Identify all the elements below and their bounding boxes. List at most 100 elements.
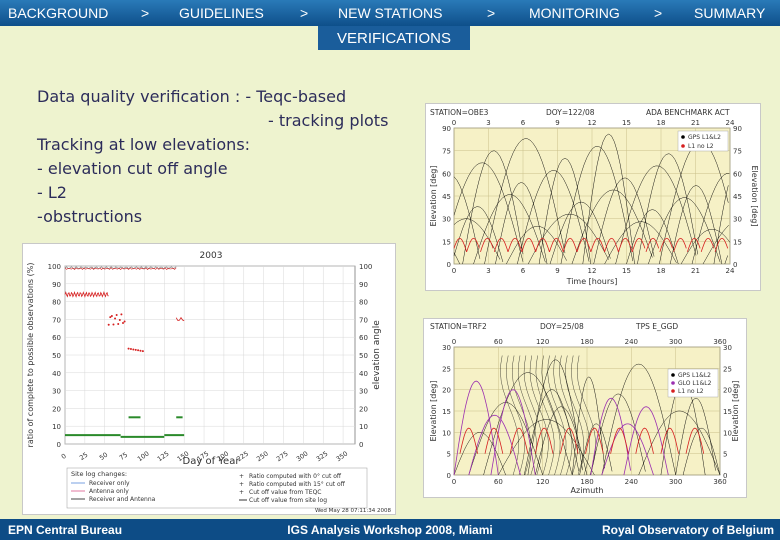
gps-track [675,397,716,476]
l1-track [645,237,660,253]
tick-label: 180 [580,338,593,346]
glo-track [590,397,631,476]
data-point [122,322,124,325]
data-point [115,313,118,316]
tick-label: 50 [52,352,61,360]
nav-monitoring[interactable]: MONITORING [529,5,620,21]
tick-label: 90 [442,125,451,133]
l1-track [453,237,467,253]
data-point [129,348,132,351]
content-line-low-elevations: Tracking at low elevations: [37,135,251,154]
tick-label: 120 [536,338,549,346]
tick-label: 0 [452,338,456,346]
tick-label: 9 [555,267,559,275]
gps-track [571,376,605,476]
gps-track [518,355,537,476]
elevation-azimuth-plot: STATION=TRF2 DOY=25/08 TPS E_GGD 0 60 120 1… [429,322,740,495]
x-tick-labels-bottom: 0 60 120 180 240 300 360 [452,478,727,486]
tick-label: 75 [118,451,129,462]
content-line-cutoff: - elevation cut off angle [37,159,228,178]
gps-track [559,355,578,476]
gps-track [702,224,729,265]
tick-label: 80 [52,299,61,307]
y-axis-label-right: Elevation [deg] [750,165,759,226]
l1-track [507,237,523,253]
tick-label: 20 [359,405,368,413]
plot-header: STATION=TRF2 [430,322,487,331]
tick-label: 24 [726,267,735,275]
tick-label: 45 [442,193,451,201]
nav-new-stations[interactable]: NEW STATIONS [338,5,443,21]
y-tick-labels-right: 0 5 10 15 20 25 30 [723,344,732,480]
gps-track [579,423,613,476]
tick-label: 40 [359,370,368,378]
l1-track [534,427,554,454]
gps-track [453,252,461,265]
gps-track [473,194,546,265]
tick-label: 90 [733,125,742,133]
l1-track [604,237,619,253]
tick-label: 60 [52,334,61,342]
gps-track [453,162,524,262]
tick-label: 3 [486,267,490,275]
l1-track [521,237,536,253]
footer-bar: EPN Central Bureau IGS Analysis Workshop… [0,519,780,540]
tick-label: 24 [726,119,735,127]
tick-label: 70 [359,316,368,324]
tick-label: 360 [713,338,726,346]
data-point [134,348,137,351]
plot-data [64,266,185,438]
l1-track [480,237,494,253]
tick-label: 30 [442,344,451,352]
tick-label: 50 [359,352,368,360]
x-tick-labels: 0 60 120 180 240 300 360 [452,338,727,346]
l1-track [610,427,629,454]
y-tick-labels: 0 10 20 30 40 50 60 70 80 90 100 [48,263,61,449]
tick-label: 350 [335,450,350,464]
plot-header: TPS E_GGD [635,322,678,331]
legend-entry: Antenna only [89,488,129,495]
legend-marker-gps [681,135,685,139]
l1-track [585,427,604,454]
nav-separator: > [141,5,150,21]
series-ratio-0 [64,267,177,271]
nav-background[interactable]: BACKGROUND [8,5,109,21]
gps-track [529,355,549,476]
tick-label: 0 [733,261,737,269]
tick-label: 120 [536,478,549,486]
gps-track [601,363,676,476]
tick-label: 10 [723,429,732,437]
gps-track [604,221,677,265]
l1-track [673,237,687,253]
legend-entry: Cut off value from site log [249,497,327,504]
tick-label: 5 [723,451,727,459]
tick-label: 21 [691,119,700,127]
nav-summary[interactable]: SUMMARY [694,5,766,21]
y-axis-label: ratio of complete to possible observatio… [26,263,35,448]
gps-track [462,150,524,265]
legend-marker-l1 [681,144,685,148]
tick-label: 15 [733,238,742,246]
tick-label: 30 [723,344,732,352]
nav-separator: > [487,5,496,21]
plot-header: STATION=OBE3 [430,108,489,117]
tick-label: 0 [452,478,456,486]
tick-label: 0 [447,472,451,480]
l1-track [493,237,509,253]
tick-label: 180 [580,478,593,486]
legend-entry: Cut off value from TEQC [249,489,322,496]
ratio-plot-panel: 2003 0 10 20 30 40 50 60 70 80 90 100 0 10 20 30 40 50 6… [22,243,396,515]
tick-label: 0 [452,267,456,275]
tab-verifications[interactable]: VERIFICATIONS [318,26,470,50]
series-ratio-late [175,316,185,322]
tick-label: 9 [555,119,559,127]
tick-label: 21 [691,267,700,275]
y-tick-labels-right: 0 10 20 30 40 50 60 70 80 90 100 [359,263,372,449]
nav-guidelines[interactable]: GUIDELINES [179,5,264,21]
l1-track [576,237,592,253]
data-point [137,349,140,352]
l1-track [560,427,579,454]
gps-track [453,432,506,476]
l1-track [700,237,715,253]
gps-track [498,419,595,476]
